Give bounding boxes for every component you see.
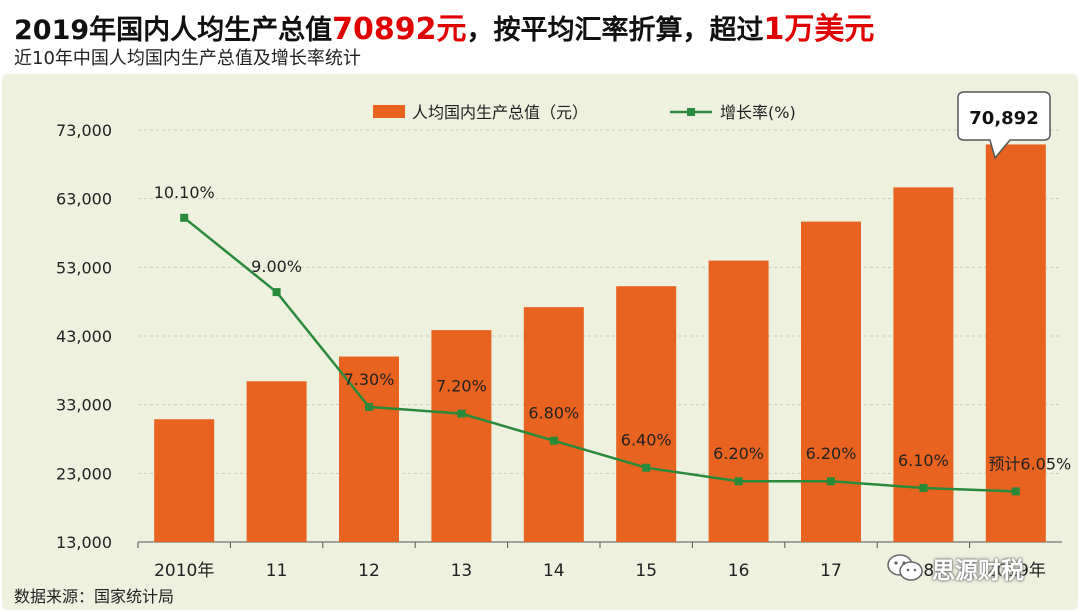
bar xyxy=(154,419,215,542)
y-tick-label: 33,000 xyxy=(56,396,112,415)
x-tick-label: 13 xyxy=(451,561,473,581)
subtitle: 近10年中国人均国内生产总值及增长率统计 xyxy=(14,48,361,69)
headline-part1: 2019年国内人均生产总值 xyxy=(14,15,333,46)
headline-highlight-gdp: 70892元 xyxy=(332,12,467,47)
y-tick-label: 73,000 xyxy=(56,121,112,140)
watermark-text: 思源财税 xyxy=(932,558,1024,584)
bar xyxy=(801,221,861,543)
data-source: 数据来源：国家统计局 xyxy=(14,587,175,606)
growth-point xyxy=(272,288,281,297)
x-tick-label: 14 xyxy=(543,561,565,581)
legend-line-label: 增长率(%) xyxy=(720,103,796,122)
growth-label: 9.00% xyxy=(251,257,302,276)
legend-bar-swatch xyxy=(373,105,405,118)
callout-bubble xyxy=(957,91,1051,160)
growth-label: 6.40% xyxy=(621,431,672,450)
growth-point xyxy=(642,463,651,472)
bar xyxy=(616,286,677,542)
bar xyxy=(339,356,399,542)
growth-point xyxy=(365,402,373,411)
growth-label: 6.20% xyxy=(713,444,764,463)
headline-highlight-usd: 1万美元 xyxy=(763,12,875,47)
x-tick-label: 2010年 xyxy=(154,561,214,581)
growth-point xyxy=(180,213,189,222)
growth-label: 6.20% xyxy=(806,444,857,463)
y-tick-label: 23,000 xyxy=(56,464,112,483)
wechat-icon xyxy=(886,552,924,584)
bar xyxy=(523,307,584,542)
y-tick-label: 53,000 xyxy=(56,258,112,277)
y-tick-label: 13,000 xyxy=(56,533,112,552)
growth-label: 预计6.05% xyxy=(988,454,1071,473)
y-tick-label: 43,000 xyxy=(56,327,112,346)
x-tick-label: 11 xyxy=(266,561,288,581)
growth-label: 7.20% xyxy=(436,377,487,396)
growth-point xyxy=(919,483,928,492)
headline: 2019年国内人均生产总值70892元，按平均汇率折算，超过1万美元 xyxy=(14,4,875,47)
x-tick-label: 16 xyxy=(728,561,750,581)
growth-label: 6.10% xyxy=(898,451,949,470)
growth-point xyxy=(827,477,835,486)
headline-part2: ，按平均汇率折算，超过 xyxy=(466,15,764,46)
growth-point xyxy=(734,477,743,486)
x-tick-label: 2019年 xyxy=(986,561,1046,581)
legend-line-marker xyxy=(687,108,695,116)
x-tick-label: 17 xyxy=(820,561,842,581)
bar xyxy=(246,381,307,542)
growth-point xyxy=(1011,487,1020,496)
bar xyxy=(893,187,954,542)
growth-point xyxy=(549,436,558,445)
growth-line xyxy=(183,216,1016,493)
callout-value: 70,892 xyxy=(969,108,1038,129)
legend-bar-label: 人均国内生产总值（元） xyxy=(412,103,588,122)
bar xyxy=(431,330,492,542)
x-tick-label: 12 xyxy=(358,561,380,581)
x-tick-label: 15 xyxy=(635,561,657,581)
growth-label: 10.10% xyxy=(154,183,215,202)
bar xyxy=(985,144,1046,543)
bar xyxy=(708,260,769,542)
y-tick-label: 63,000 xyxy=(56,190,112,209)
watermark: 思源财税 xyxy=(886,548,1024,588)
growth-label: 7.30% xyxy=(344,370,395,389)
growth-point xyxy=(457,409,466,418)
growth-label: 6.80% xyxy=(528,404,579,423)
